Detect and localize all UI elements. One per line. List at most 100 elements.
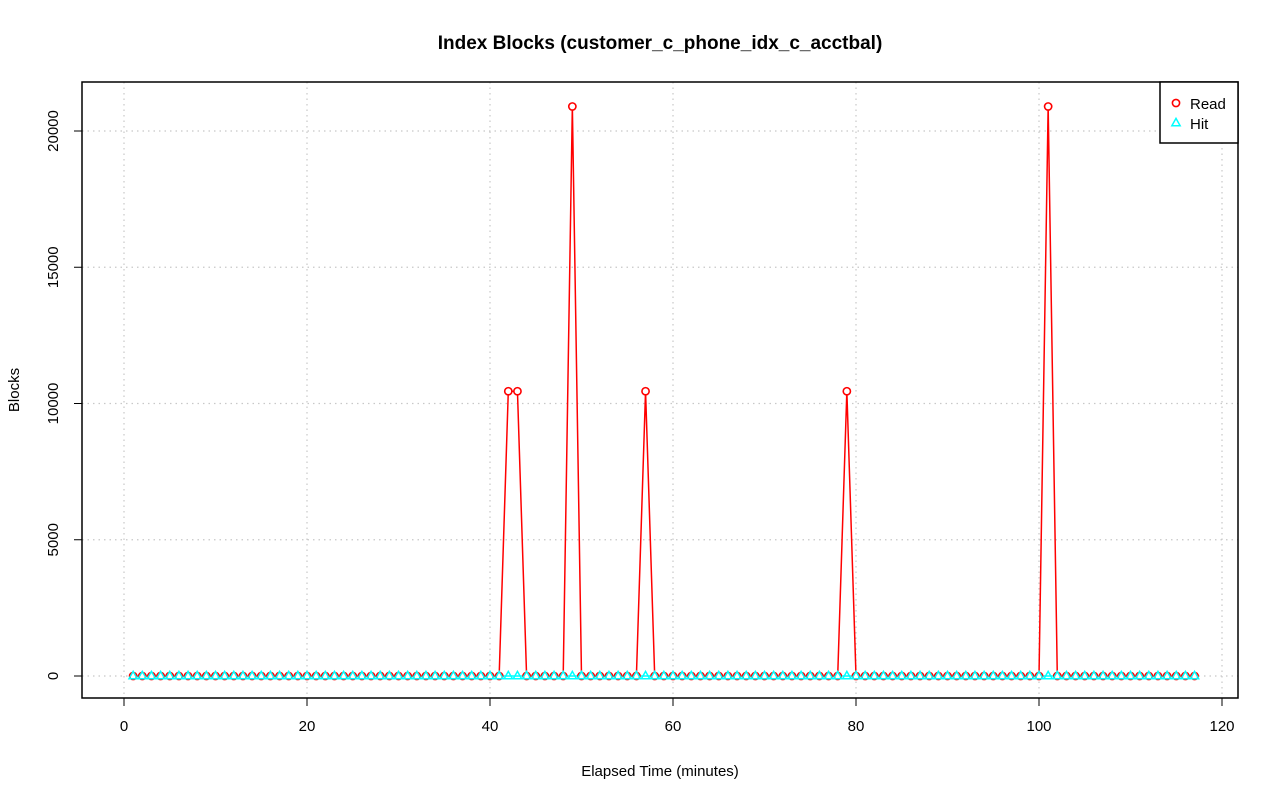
data-point-hit — [1170, 669, 1182, 680]
data-point-hit — [383, 669, 395, 680]
y-axis-label: Blocks — [6, 368, 23, 412]
data-point-hit — [539, 669, 551, 680]
data-point-hit — [1106, 669, 1118, 680]
data-point-hit — [146, 669, 157, 680]
data-point-hit — [228, 669, 240, 680]
data-point-hit — [832, 669, 844, 680]
data-point-read — [1043, 102, 1053, 111]
data-point-hit — [850, 669, 862, 680]
data-point-hit — [731, 669, 743, 680]
x-tick-label: 100 — [1026, 718, 1051, 735]
x-tick-label: 40 — [482, 718, 499, 735]
data-point-read — [567, 102, 577, 111]
x-tick-label: 0 — [120, 718, 128, 735]
data-point-hit — [475, 669, 487, 680]
data-point-hit — [658, 669, 670, 680]
data-point-hit — [548, 669, 560, 680]
data-point-hit — [649, 669, 661, 680]
data-point-hit — [749, 669, 761, 680]
data-point-hit — [1152, 669, 1164, 680]
data-point-hit — [969, 669, 981, 680]
data-point-hit — [978, 669, 990, 680]
x-tick-label: 60 — [665, 718, 682, 735]
y-tick-label: 5000 — [45, 523, 62, 556]
data-point-hit — [859, 669, 871, 680]
data-point-hit — [951, 669, 963, 680]
data-point-hit — [585, 669, 597, 680]
data-point-hit — [292, 669, 304, 680]
series-line-read — [133, 106, 1195, 677]
data-point-hit — [420, 669, 432, 680]
data-point-hit — [630, 669, 642, 680]
legend-marker-hit — [1170, 116, 1182, 127]
data-point-hit — [1015, 669, 1027, 680]
data-point-hit — [1134, 669, 1146, 680]
data-point-hit — [1079, 669, 1091, 680]
data-point-hit — [795, 669, 807, 680]
data-point-hit — [374, 669, 386, 680]
data-point-hit — [210, 669, 221, 680]
data-point-hit — [484, 669, 496, 680]
data-point-hit — [1006, 669, 1017, 680]
data-point-hit — [310, 669, 322, 680]
data-point-hit — [1143, 669, 1155, 680]
data-point-hit — [283, 669, 295, 680]
data-point-hit — [1024, 669, 1036, 680]
data-point-hit — [255, 669, 267, 680]
data-point-hit — [1088, 669, 1100, 680]
data-point-hit — [676, 669, 688, 680]
data-point-hit — [530, 669, 542, 680]
data-point-hit — [219, 669, 231, 680]
data-point-hit — [740, 669, 752, 680]
data-point-hit — [173, 669, 185, 680]
legend-box — [1159, 81, 1239, 144]
y-tick-label: 0 — [45, 672, 62, 680]
data-point-hit — [338, 669, 350, 680]
data-point-hit — [1115, 669, 1127, 680]
y-tick-label: 20000 — [45, 110, 62, 152]
data-point-hit — [466, 669, 478, 680]
data-point-hit — [319, 669, 331, 680]
chart-title: Index Blocks (customer_c_phone_idx_c_acc… — [438, 33, 883, 54]
legend-label-read: Read — [1190, 96, 1226, 113]
data-point-hit — [1125, 669, 1136, 680]
data-point-hit — [200, 669, 212, 680]
data-point-hit — [1097, 669, 1109, 680]
data-point-hit — [1161, 669, 1173, 680]
data-point-hit — [768, 669, 780, 680]
data-point-hit — [1033, 669, 1045, 680]
data-point-hit — [878, 669, 889, 680]
data-point-hit — [438, 669, 450, 680]
data-point-hit — [923, 669, 935, 680]
data-point-hit — [932, 669, 944, 680]
data-point-hit — [823, 669, 834, 680]
data-point-hit — [164, 669, 176, 680]
data-point-hit — [502, 669, 514, 680]
data-point-hit — [191, 669, 203, 680]
data-point-read — [503, 386, 513, 396]
data-point-hit — [329, 669, 340, 680]
data-point-hit — [594, 669, 606, 680]
data-point-hit — [695, 669, 706, 680]
data-point-hit — [777, 669, 789, 680]
data-point-hit — [557, 669, 569, 680]
data-point-hit — [155, 669, 167, 680]
data-point-hit — [813, 669, 825, 680]
data-point-hit — [493, 669, 505, 680]
data-point-hit — [182, 669, 194, 680]
data-point-hit — [365, 669, 377, 680]
data-point-hit — [1061, 669, 1072, 680]
data-point-hit — [942, 669, 953, 680]
data-point-hit — [704, 669, 716, 680]
data-point-hit — [685, 669, 697, 680]
data-point-hit — [804, 669, 816, 680]
data-point-hit — [713, 669, 725, 680]
data-point-hit — [356, 669, 368, 680]
data-point-read — [641, 386, 650, 396]
data-point-hit — [1070, 669, 1082, 680]
data-point-hit — [1042, 669, 1054, 680]
data-point-hit — [759, 669, 770, 680]
data-point-read — [513, 386, 522, 396]
data-point-hit — [566, 669, 578, 680]
